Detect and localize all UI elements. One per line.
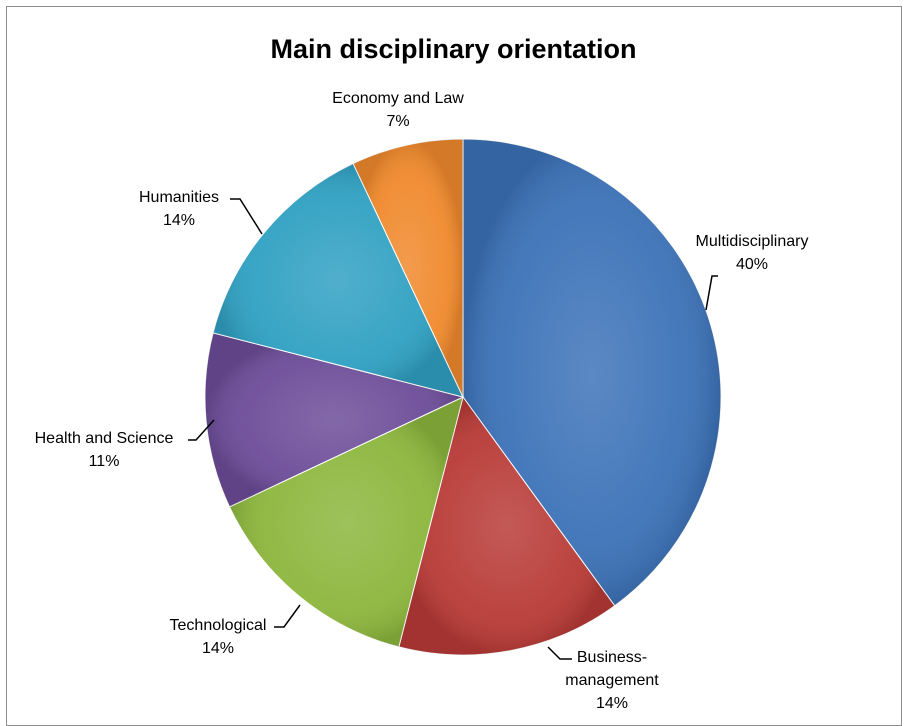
slice-percent-business-management: 14%	[596, 695, 628, 712]
slice-percent-multidisciplinary: 40%	[736, 256, 768, 273]
slice-percent-technological: 14%	[202, 640, 234, 657]
pie-slice-shading	[398, 397, 615, 655]
leader-line-health-and-science	[188, 419, 215, 441]
slice-label-business-management: Business-management 14%	[565, 649, 659, 712]
slice-label-technological: Technological 14%	[170, 617, 267, 657]
slice-label-health-and-science: Health and Science 11%	[35, 430, 174, 470]
pie-slice-shading	[213, 163, 463, 397]
slice-percent-humanities: 14%	[163, 212, 195, 229]
slice-percent-economy-and-law: 7%	[386, 113, 409, 130]
slice-percent-health-and-science: 11%	[89, 453, 120, 470]
leader-line-technological	[274, 604, 301, 628]
chart-title: Main disciplinary orientation	[270, 34, 637, 64]
slice-label-economy-and-law: Economy and Law 7%	[332, 90, 464, 130]
pie-slice-shading	[463, 139, 722, 606]
slice-label-multidisciplinary: Multidisciplinary 40%	[696, 233, 809, 273]
leader-line-multidisciplinary	[705, 275, 718, 311]
pie-slice-shading	[229, 397, 463, 647]
pie-slice-shading	[353, 139, 463, 397]
leader-line-humanities	[230, 198, 263, 235]
slice-label-humanities: Humanities 14%	[139, 189, 219, 229]
pie-slice-shading	[205, 332, 463, 507]
leader-line-business-management	[547, 646, 572, 660]
